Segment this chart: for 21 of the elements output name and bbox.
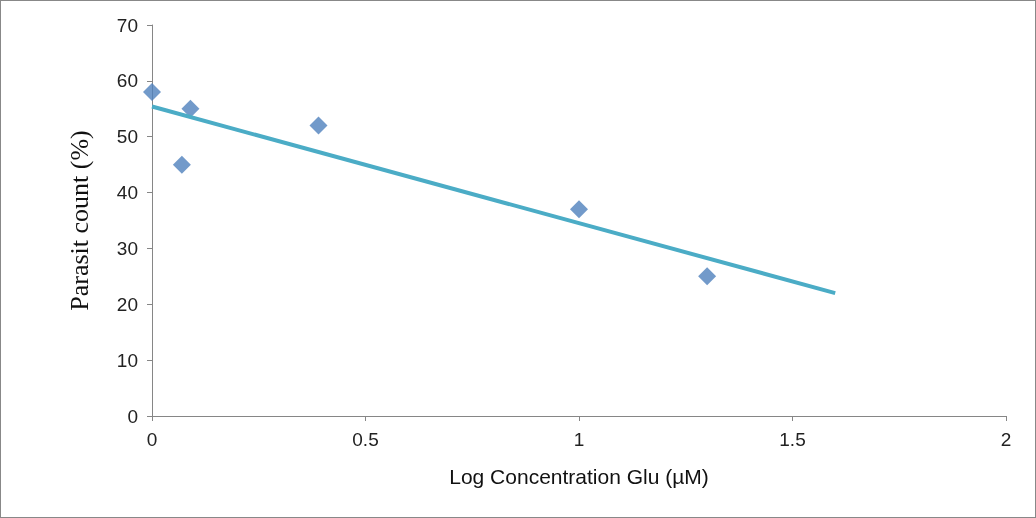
y-axis-title: Parasit count (%) [64,130,94,311]
x-tick-label: 0 [146,429,158,450]
point [570,200,588,219]
y-tick-label: 70 [116,14,138,36]
point [172,155,191,174]
x-axis-title: Log Concentration Glu (µM) [449,465,709,488]
point [181,99,200,118]
y-tick-label: 20 [116,293,138,315]
y-tick-label: 10 [116,349,138,371]
x-tick-label: 2 [1000,429,1012,450]
y-tick-label: 0 [127,405,138,427]
point [698,267,717,286]
y-tick-label: 50 [116,126,138,148]
y-tick-label: 60 [116,70,138,92]
point [309,116,328,135]
y-tick-label: 30 [116,237,138,259]
x-tick-label: 0.5 [352,429,379,450]
x-tick-label: 1.5 [779,429,806,450]
y-tick-label: 40 [116,182,138,204]
x-tick-label: 1 [573,429,585,450]
point [143,83,161,102]
